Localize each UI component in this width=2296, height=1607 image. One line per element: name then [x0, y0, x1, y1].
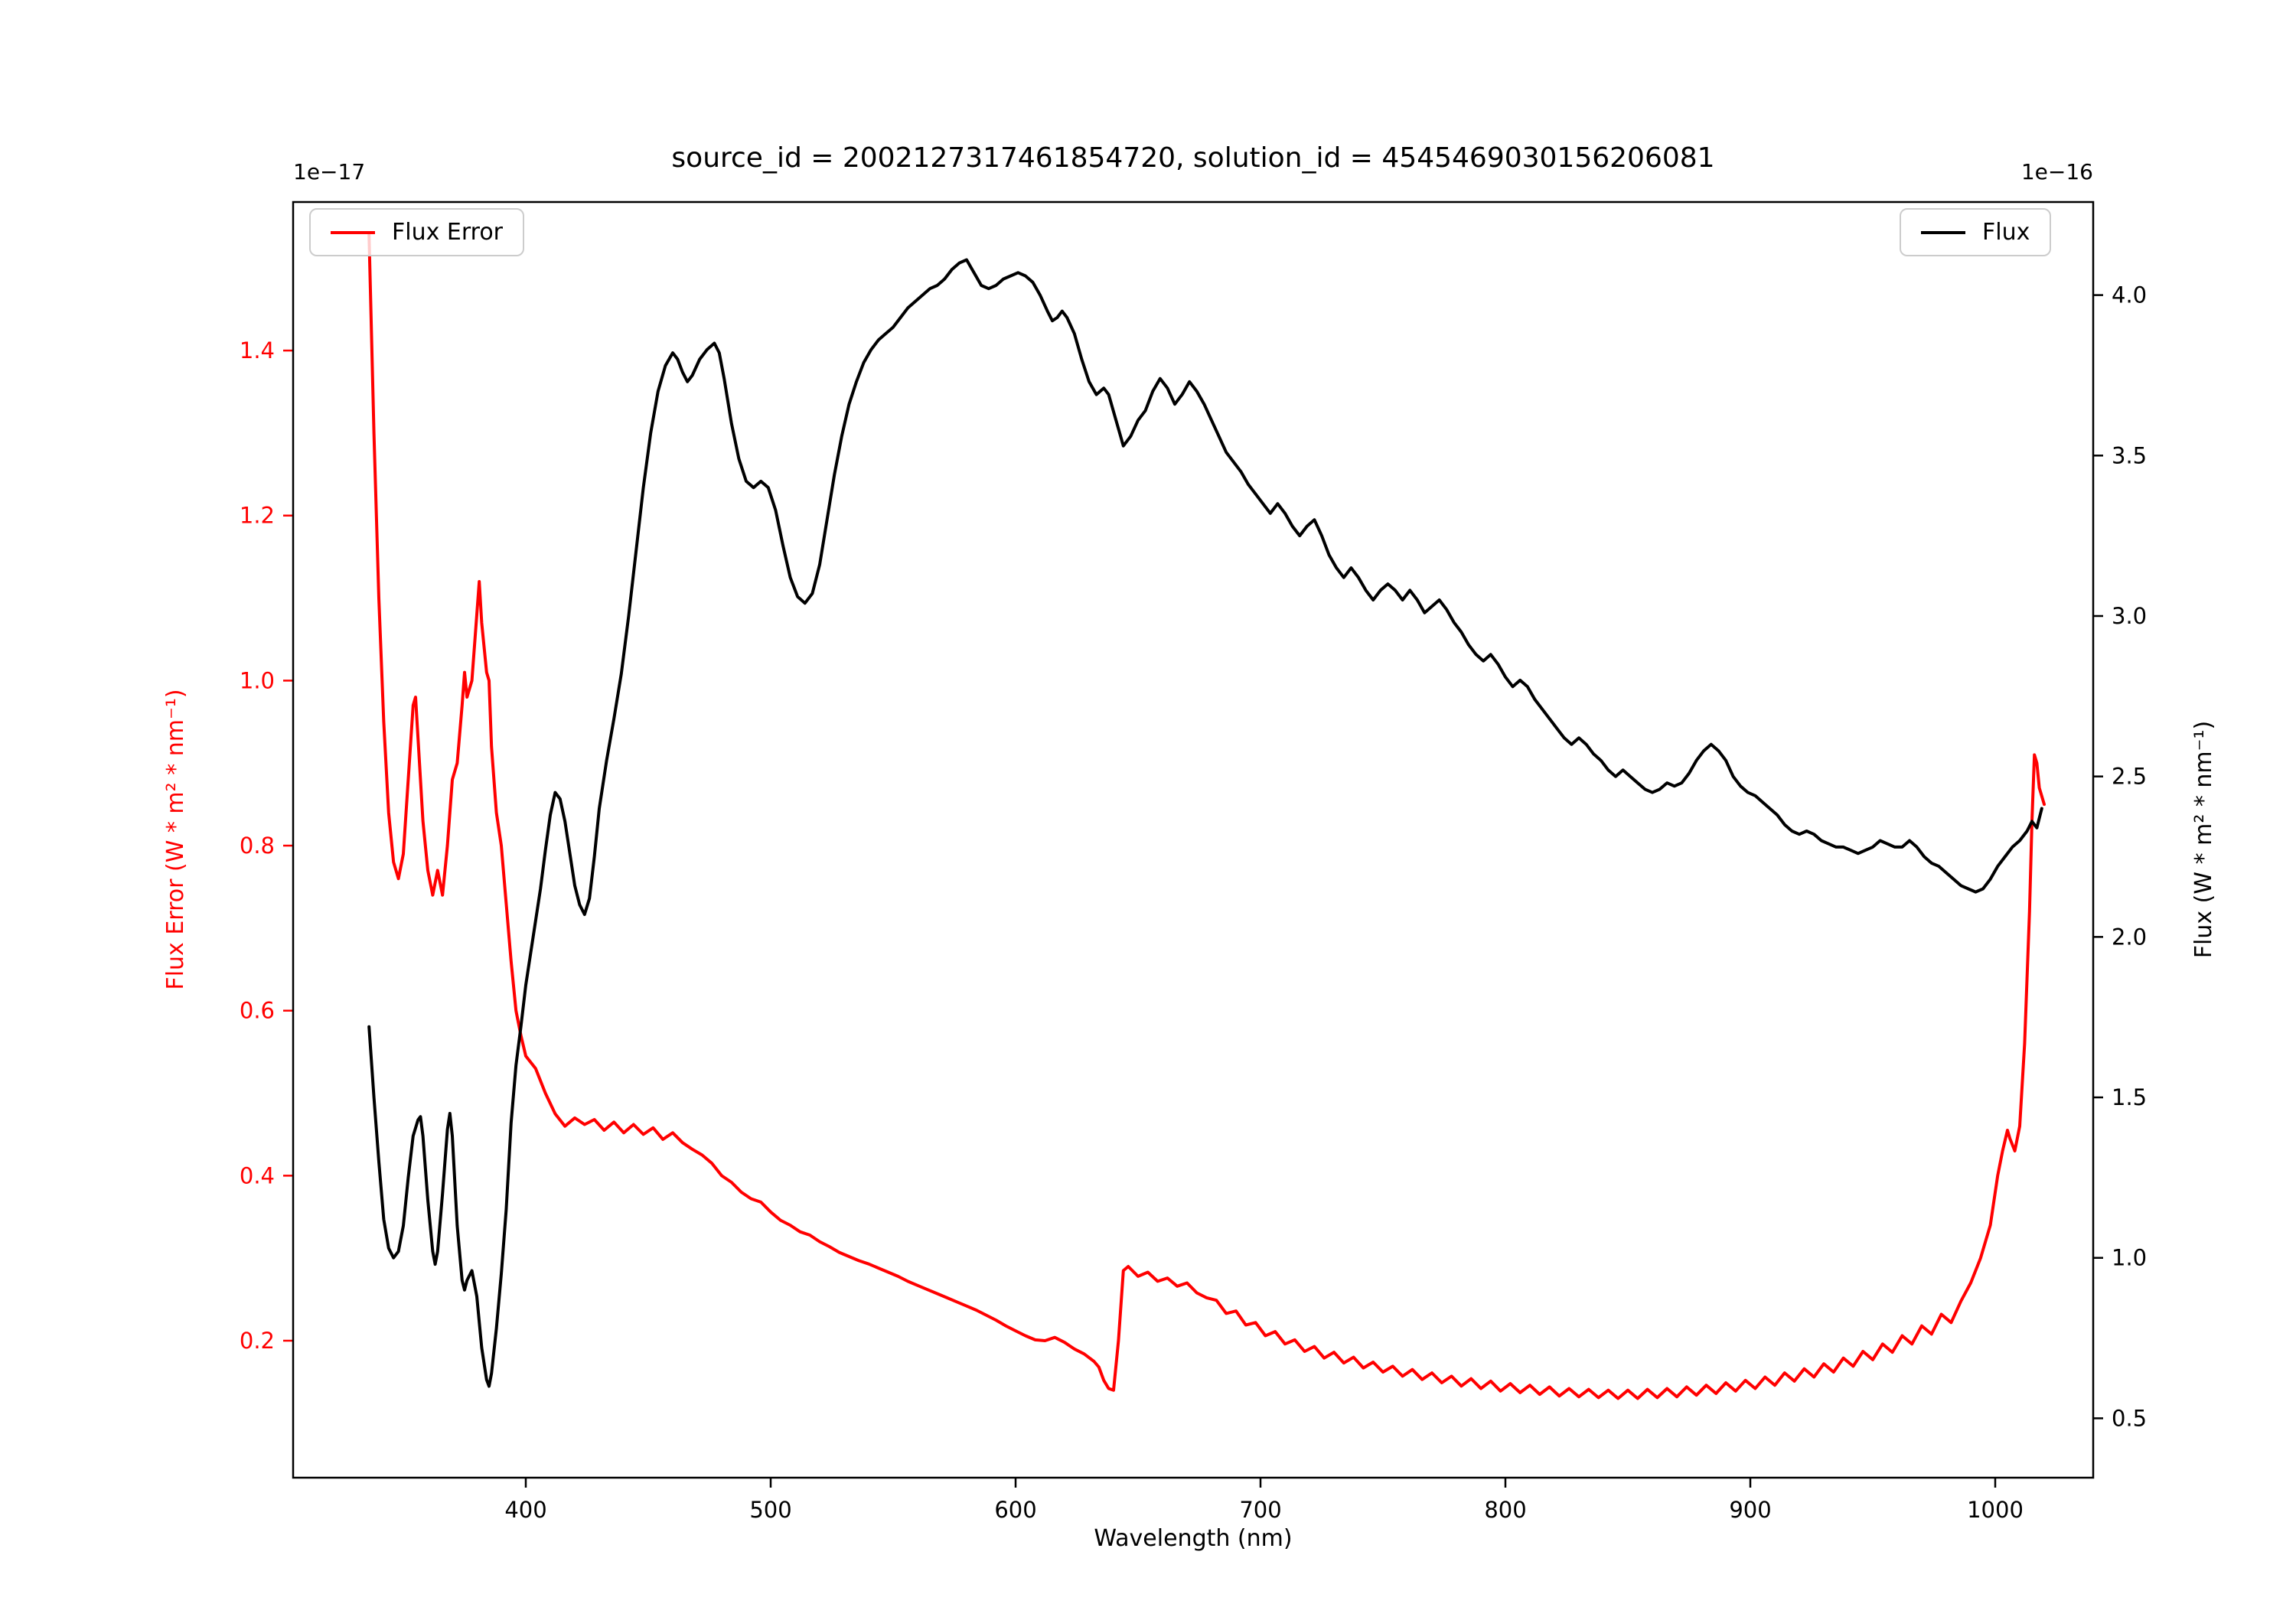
legend-flux-label: Flux — [1982, 219, 2030, 246]
x-axis-label: Wavelength (nm) — [1094, 1525, 1293, 1552]
legend-flux-error-label: Flux Error — [392, 219, 504, 246]
svg-text:700: 700 — [1239, 1497, 1281, 1523]
svg-text:1.4: 1.4 — [240, 337, 275, 363]
svg-text:2.0: 2.0 — [2112, 924, 2147, 950]
svg-text:0.5: 0.5 — [2112, 1405, 2147, 1431]
svg-text:3.5: 3.5 — [2112, 442, 2147, 468]
svg-text:4.0: 4.0 — [2112, 282, 2147, 308]
svg-text:1000: 1000 — [1967, 1497, 2024, 1523]
left-axis-label: Flux Error (W * m² * nm⁻¹) — [162, 689, 189, 990]
chart-title: source_id = 2002127317461854720, solutio… — [671, 142, 1715, 174]
legend-flux: Flux — [1900, 208, 2052, 256]
right-axis-offset-text: 1e−16 — [2020, 159, 2093, 184]
svg-text:0.6: 0.6 — [240, 998, 275, 1024]
flux-error-line-sample — [331, 230, 375, 234]
svg-text:900: 900 — [1729, 1497, 1771, 1523]
svg-text:1.5: 1.5 — [2112, 1084, 2147, 1110]
right-axis-label: Flux (W * m² * nm⁻¹) — [2190, 720, 2217, 959]
svg-text:2.5: 2.5 — [2112, 764, 2147, 790]
svg-text:400: 400 — [504, 1497, 546, 1523]
svg-text:1.0: 1.0 — [240, 667, 275, 693]
svg-text:0.2: 0.2 — [240, 1328, 275, 1354]
legend-flux-error: Flux Error — [309, 208, 525, 256]
svg-text:800: 800 — [1484, 1497, 1526, 1523]
svg-text:1.0: 1.0 — [2112, 1245, 2147, 1271]
left-axis-offset-text: 1e−17 — [293, 159, 366, 184]
svg-text:0.4: 0.4 — [240, 1162, 275, 1188]
svg-text:600: 600 — [994, 1497, 1036, 1523]
svg-text:3.0: 3.0 — [2112, 603, 2147, 629]
svg-text:0.8: 0.8 — [240, 833, 275, 859]
svg-text:1.2: 1.2 — [240, 503, 275, 529]
svg-text:500: 500 — [749, 1497, 791, 1523]
flux-line-sample — [1921, 230, 1965, 234]
